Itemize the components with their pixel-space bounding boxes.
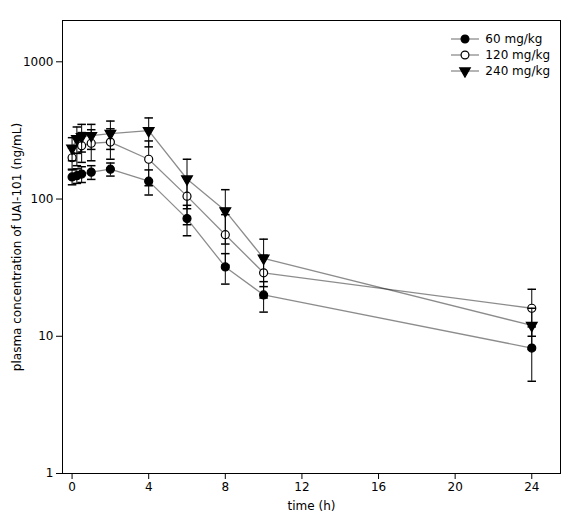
svg-text:0: 0 <box>68 480 76 494</box>
svg-text:time (h): time (h) <box>288 499 336 513</box>
svg-text:12: 12 <box>294 480 309 494</box>
svg-text:plasma concentration of UAI-10: plasma concentration of UAI-101 (ng/mL) <box>10 123 24 371</box>
svg-text:1: 1 <box>46 466 54 480</box>
svg-text:4: 4 <box>145 480 153 494</box>
svg-text:16: 16 <box>371 480 386 494</box>
html-text:120 mg/kg: 120 mg/kg <box>485 48 550 62</box>
svg-text:100: 100 <box>31 192 54 206</box>
svg-text:8: 8 <box>221 480 229 494</box>
svg-text:24: 24 <box>524 480 539 494</box>
svg-text:20: 20 <box>448 480 463 494</box>
html-text:60 mg/kg: 60 mg/kg <box>485 32 543 46</box>
html-text:240 mg/kg: 240 mg/kg <box>485 64 550 78</box>
svg-text:1000: 1000 <box>23 55 54 69</box>
svg-text:10: 10 <box>38 329 53 343</box>
